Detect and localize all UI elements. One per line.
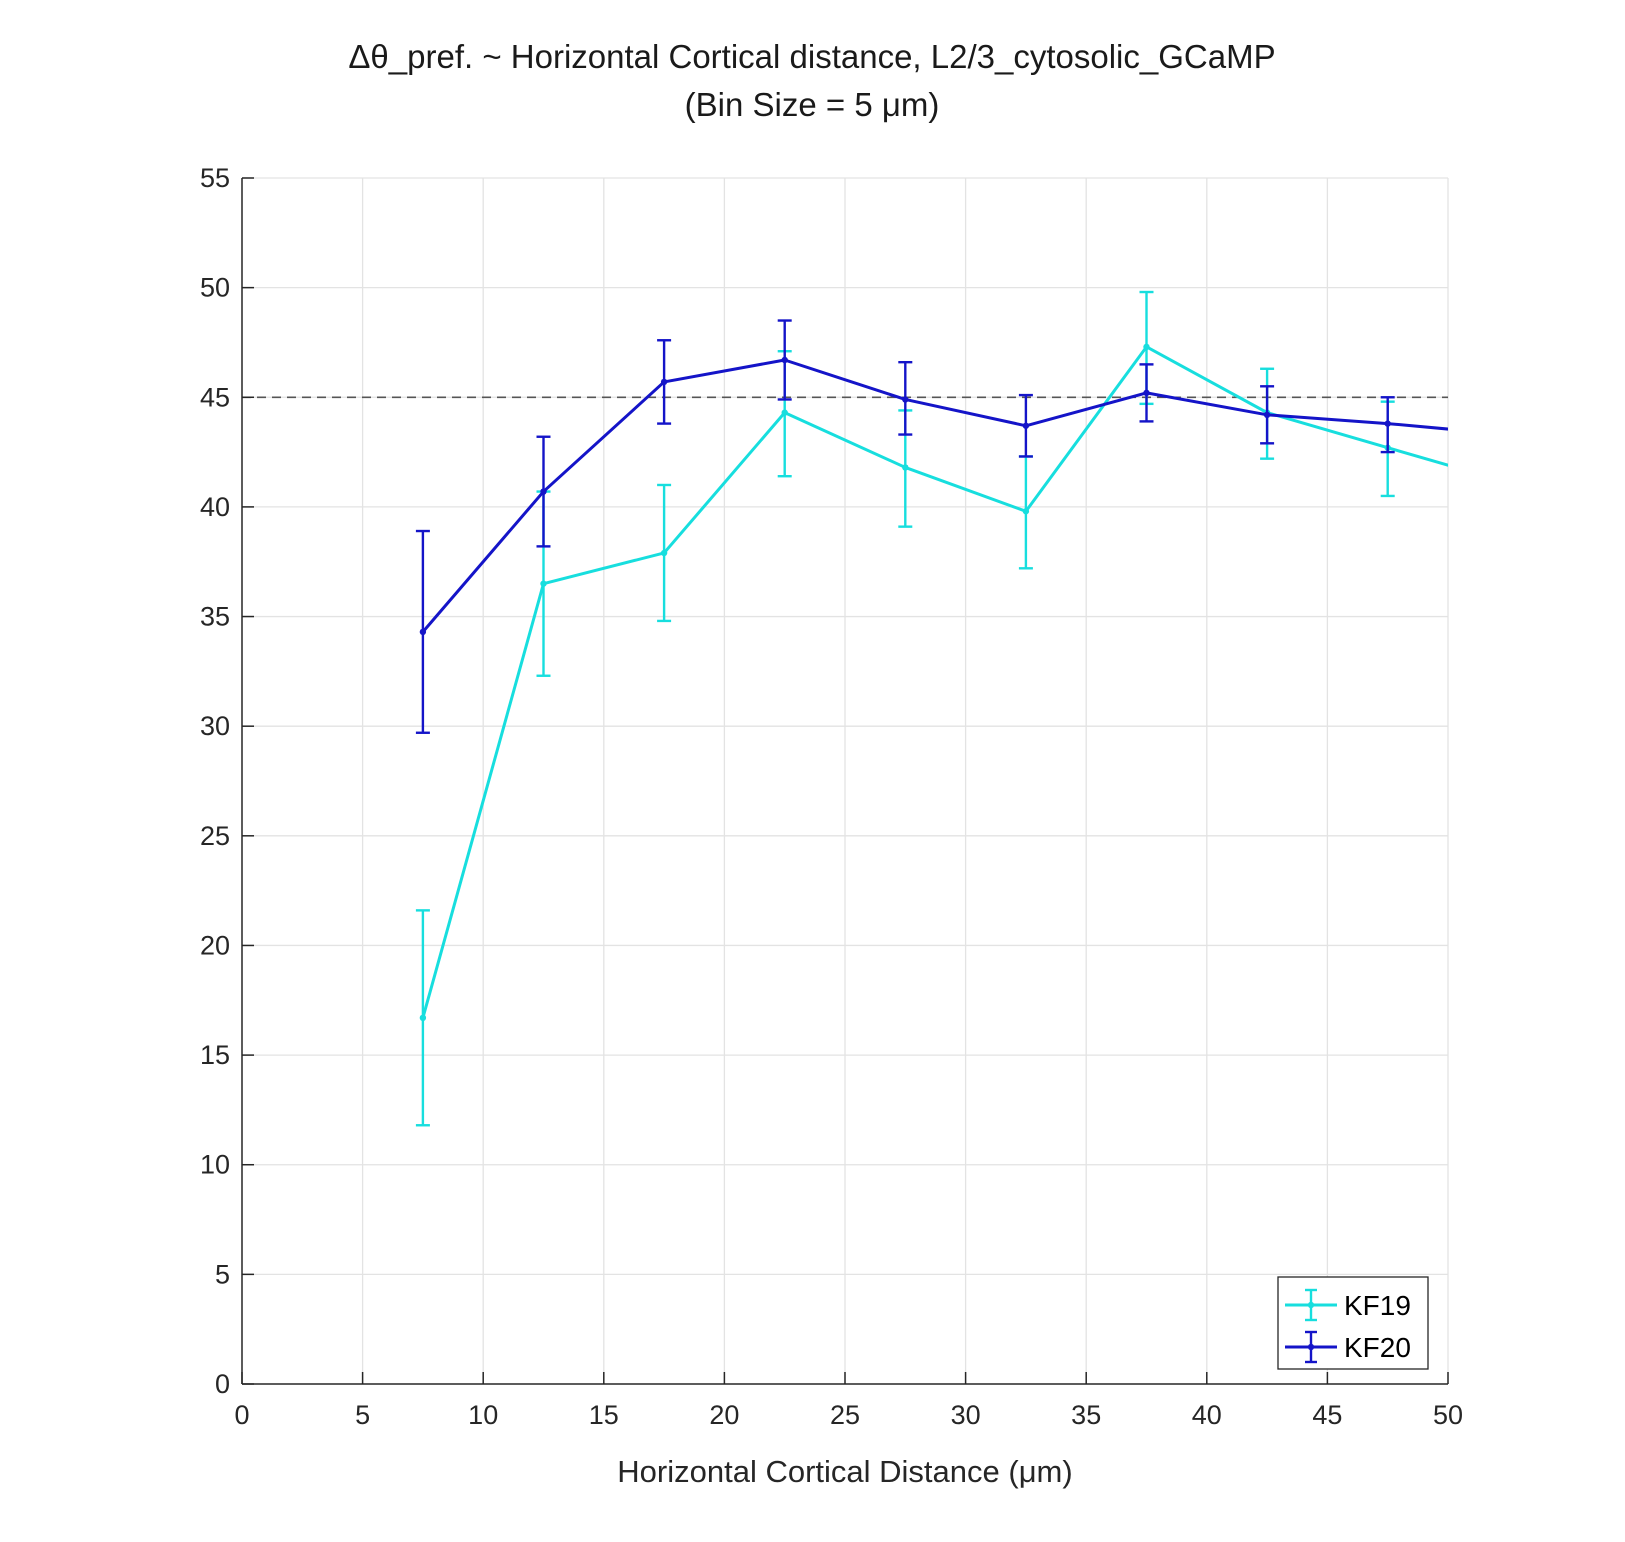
series-layer: [415, 290, 1511, 1127]
y-tick-label: 15: [200, 1040, 230, 1070]
x-tick-label: 15: [589, 1400, 619, 1430]
data-point: [1384, 420, 1391, 427]
y-tick-label: 40: [200, 492, 230, 522]
y-tick-label: 30: [200, 711, 230, 741]
x-axis-label: Horizontal Cortical Distance (μm): [617, 1454, 1072, 1489]
chart-subtitle: (Bin Size = 5 μm): [685, 86, 940, 123]
y-tick-label: 10: [200, 1150, 230, 1180]
x-tick-label: 20: [709, 1400, 739, 1430]
y-tick-labels: 0 5 10 15 20 25 30 35 40 45 50 55: [200, 163, 230, 1399]
x-tick-label: 50: [1433, 1400, 1463, 1430]
data-point: [540, 580, 547, 587]
y-tick-label: 50: [200, 273, 230, 303]
data-point: [1505, 480, 1511, 486]
x-tick-labels: 0 5 10 15 20 25 30 35 40 45 50: [234, 1400, 1463, 1430]
y-tick-label: 0: [215, 1369, 230, 1399]
data-point: [781, 409, 788, 416]
x-tick-label: 40: [1192, 1400, 1222, 1430]
axes: [241, 177, 1449, 1385]
data-point: [902, 464, 909, 471]
series-line-kf20: [421, 358, 1448, 633]
x-tick-label: 10: [468, 1400, 498, 1430]
data-point: [1263, 411, 1271, 419]
legend-marker: [1307, 1343, 1315, 1351]
data-point: [781, 356, 788, 364]
y-tick-label: 25: [200, 821, 230, 851]
y-tick-label: 55: [200, 163, 230, 193]
x-tick-label: 45: [1312, 1400, 1342, 1430]
x-tick-label: 35: [1071, 1400, 1101, 1430]
data-point: [419, 628, 427, 636]
data-point: [902, 396, 909, 403]
data-point: [660, 378, 668, 386]
y-tick-label: 35: [200, 602, 230, 632]
x-tick-label: 0: [234, 1400, 249, 1430]
data-point: [1143, 389, 1150, 397]
y-tick-label: 5: [215, 1259, 230, 1289]
x-tick-label: 30: [951, 1400, 981, 1430]
legend: KF19 KF20: [1277, 1276, 1429, 1370]
legend-label-kf19: KF19: [1344, 1290, 1411, 1321]
data-point: [540, 488, 547, 495]
legend-box: [1277, 1276, 1429, 1370]
series-kf20: [415, 319, 1511, 734]
data-point: [1505, 431, 1511, 437]
data-point: [419, 1014, 427, 1022]
data-point: [1022, 422, 1030, 429]
x-tick-label: 5: [355, 1400, 370, 1430]
data-point: [1143, 343, 1150, 351]
legend-label-kf20: KF20: [1344, 1332, 1411, 1363]
data-point: [660, 549, 668, 557]
legend-marker: [1307, 1301, 1315, 1309]
data-point: [1022, 508, 1030, 515]
x-tick-label: 25: [830, 1400, 860, 1430]
chart-title: Δθ_pref. ~ Horizontal Cortical distance,…: [348, 38, 1275, 75]
y-tick-label: 20: [200, 930, 230, 960]
y-tick-label: 45: [200, 382, 230, 412]
series-line-kf19: [421, 345, 1448, 1019]
